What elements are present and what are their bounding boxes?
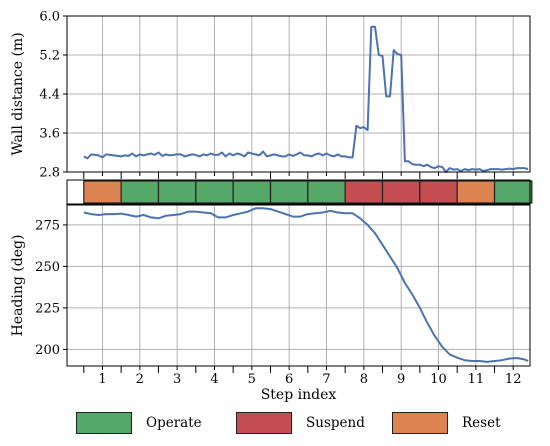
legend-label-reset: Reset xyxy=(462,415,501,431)
heading-xtick-label: 2 xyxy=(136,372,144,387)
state-block-2 xyxy=(120,180,160,204)
figure: 2.8 3.6 4.4 5.2 6.0 Wall distance (m) 200 225 2… xyxy=(10,10,533,403)
wall-distance-ylabel: Wall distance (m) xyxy=(10,32,26,155)
heading-xtick-label: 8 xyxy=(360,372,368,387)
wall-distance-ytick-label: 5.2 xyxy=(39,49,60,64)
legend-label-operate: Operate xyxy=(146,415,202,431)
state-block-4 xyxy=(195,180,234,204)
heading-ytick-label: 275 xyxy=(35,218,60,233)
state-block-10 xyxy=(419,180,458,204)
state-timeline-frame xyxy=(66,179,531,205)
heading-ytick-label: 200 xyxy=(35,343,60,358)
heading-ytick-label: 250 xyxy=(35,260,60,275)
state-block-1 xyxy=(83,180,122,204)
heading-xtick-label: 6 xyxy=(285,372,293,387)
legend-label-suspend: Suspend xyxy=(306,415,365,431)
wall-distance-frame xyxy=(66,15,531,173)
legend: Operate Suspend Reset xyxy=(0,412,550,442)
state-block-5 xyxy=(232,180,272,204)
state-timeline-panel xyxy=(66,179,533,205)
legend-swatch-suspend xyxy=(236,412,292,434)
wall-distance-panel: 2.8 3.6 4.4 5.2 6.0 Wall distance (m) xyxy=(10,10,531,181)
state-block-7 xyxy=(307,180,346,204)
state-block-6 xyxy=(269,180,309,204)
heading-xtick-label: 11 xyxy=(468,372,485,387)
heading-xtick-label: 12 xyxy=(505,372,522,387)
heading-ytick-label: 225 xyxy=(35,301,60,316)
wall-distance-ytick-label: 2.8 xyxy=(39,166,60,181)
wall-distance-ytick-label: 6.0 xyxy=(39,10,60,25)
wall-distance-series-line xyxy=(83,25,529,173)
state-block-3 xyxy=(157,180,197,204)
heading-ylabel: Heading (deg) xyxy=(10,235,26,337)
heading-xtick-label: 1 xyxy=(98,372,106,387)
wall-distance-ytick-label: 4.4 xyxy=(39,88,60,103)
legend-item-suspend: Suspend xyxy=(236,412,365,434)
heading-xtick-label: 10 xyxy=(430,372,447,387)
heading-series-line xyxy=(83,207,529,363)
wall-distance-ytick-label: 3.6 xyxy=(39,127,60,142)
heading-xtick-label: 9 xyxy=(397,372,405,387)
state-block-8 xyxy=(344,180,384,204)
legend-swatch-reset xyxy=(392,412,448,434)
legend-swatch-operate xyxy=(76,412,132,434)
legend-item-reset: Reset xyxy=(392,412,501,434)
state-block-11 xyxy=(456,180,496,204)
legend-item-operate: Operate xyxy=(76,412,202,434)
heading-xtick-label: 5 xyxy=(248,372,256,387)
heading-xlabel: Step index xyxy=(261,387,337,403)
heading-xtick-label: 4 xyxy=(210,372,218,387)
state-block-12 xyxy=(493,180,533,204)
heading-xtick-label: 3 xyxy=(173,372,181,387)
heading-frame xyxy=(66,204,531,367)
state-block-9 xyxy=(381,180,421,204)
heading-xtick-label: 7 xyxy=(322,372,330,387)
